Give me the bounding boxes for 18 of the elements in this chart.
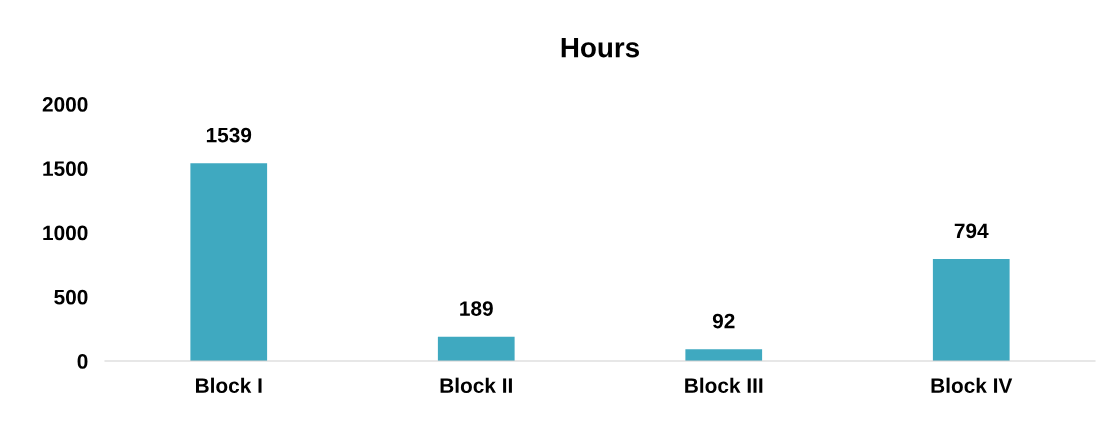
- x-tick-label: Block I: [195, 377, 262, 393]
- data-label: 189: [460, 301, 493, 316]
- bar: [437, 336, 515, 361]
- data-label: 1539: [206, 127, 252, 143]
- y-tick-label: 0: [77, 354, 88, 369]
- bar: [932, 258, 1010, 361]
- x-tick-label: Block II: [440, 377, 512, 393]
- x-tick-label: Block III: [685, 377, 763, 393]
- bar: [685, 349, 763, 361]
- x-tick-label: Block IV: [931, 377, 1013, 393]
- y-tick-label: 1000: [43, 225, 88, 241]
- chart-title: Hours: [561, 38, 639, 58]
- y-tick-label: 2000: [42, 97, 88, 112]
- y-tick-label: 1500: [43, 161, 88, 176]
- bar: [190, 163, 268, 361]
- data-label: 794: [954, 223, 989, 239]
- y-tick-label: 500: [54, 289, 88, 305]
- data-label: 92: [712, 313, 735, 329]
